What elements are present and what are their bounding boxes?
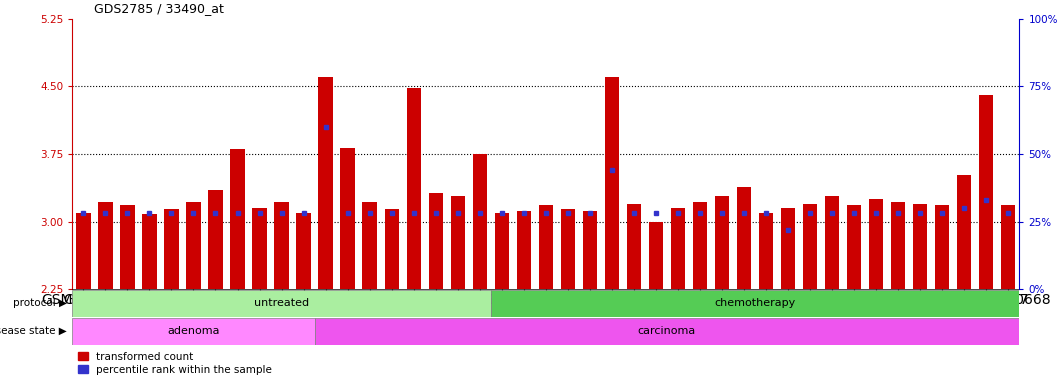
Bar [120,205,134,289]
Bar [450,196,465,289]
Text: protocol ▶: protocol ▶ [13,298,67,308]
Bar [693,202,708,289]
Bar [517,211,531,289]
Legend: transformed count, percentile rank within the sample: transformed count, percentile rank withi… [78,352,272,375]
Bar [715,196,729,289]
Bar [72,318,315,344]
Text: carcinoma: carcinoma [637,326,696,336]
Text: chemotherapy: chemotherapy [714,298,796,308]
Bar [77,213,90,289]
Bar [98,202,113,289]
Bar [186,202,201,289]
Bar [143,214,156,289]
Bar [297,213,311,289]
Bar [869,199,883,289]
Bar [209,190,222,289]
Bar [384,209,399,289]
Bar [1001,205,1015,289]
Text: disease state ▶: disease state ▶ [0,326,67,336]
Bar [670,208,685,289]
Bar [491,290,1019,316]
Bar [252,208,267,289]
Bar [472,154,487,289]
Bar [649,222,663,289]
Bar [495,213,509,289]
Bar [538,205,553,289]
Bar [737,187,751,289]
Bar [891,202,905,289]
Bar [803,204,817,289]
Bar [958,175,971,289]
Bar [759,213,774,289]
Text: untreated: untreated [254,298,310,308]
Bar [315,318,1019,344]
Bar [275,202,288,289]
Bar [561,209,575,289]
Text: adenoma: adenoma [167,326,220,336]
Bar [406,88,421,289]
Bar [847,205,861,289]
Bar [913,204,928,289]
Bar [429,193,443,289]
Bar [825,196,839,289]
Text: GDS2785 / 33490_at: GDS2785 / 33490_at [94,2,223,15]
Bar [340,148,354,289]
Bar [363,202,377,289]
Bar [781,208,795,289]
Bar [164,209,179,289]
Bar [604,78,619,289]
Bar [979,96,994,289]
Bar [72,290,491,316]
Bar [231,149,245,289]
Bar [583,211,597,289]
Bar [627,204,642,289]
Bar [318,78,333,289]
Bar [935,205,949,289]
